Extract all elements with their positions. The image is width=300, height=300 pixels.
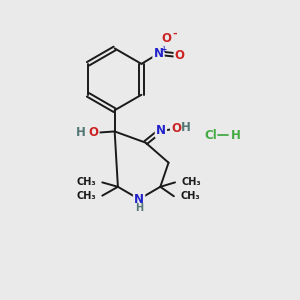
Text: CH₃: CH₃ bbox=[76, 177, 96, 188]
Text: O: O bbox=[175, 49, 185, 62]
Text: H: H bbox=[181, 121, 190, 134]
Text: O: O bbox=[162, 32, 172, 45]
Text: +: + bbox=[160, 45, 167, 54]
Text: CH₃: CH₃ bbox=[182, 177, 201, 188]
Text: Cl: Cl bbox=[204, 129, 217, 142]
Text: O: O bbox=[88, 126, 98, 140]
Text: -: - bbox=[172, 29, 177, 39]
Text: CH₃: CH₃ bbox=[180, 191, 200, 201]
Text: N: N bbox=[154, 47, 164, 60]
Text: N: N bbox=[134, 193, 144, 206]
Text: O: O bbox=[171, 122, 181, 135]
Text: CH₃: CH₃ bbox=[76, 190, 96, 201]
Text: H: H bbox=[76, 126, 86, 140]
Text: H: H bbox=[230, 129, 240, 142]
Text: N: N bbox=[156, 124, 166, 137]
Text: H: H bbox=[135, 203, 143, 213]
